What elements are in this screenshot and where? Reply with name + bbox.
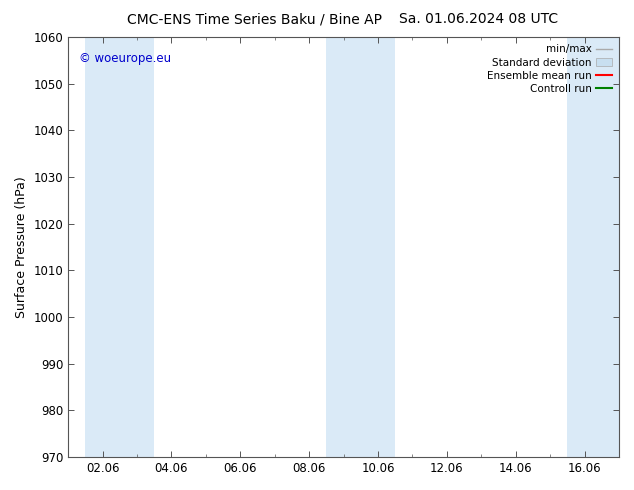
Text: © woeurope.eu: © woeurope.eu bbox=[79, 52, 171, 65]
Y-axis label: Surface Pressure (hPa): Surface Pressure (hPa) bbox=[15, 176, 28, 318]
Bar bbox=[567, 37, 619, 457]
Bar bbox=[86, 37, 154, 457]
Text: CMC-ENS Time Series Baku / Bine AP: CMC-ENS Time Series Baku / Bine AP bbox=[127, 12, 382, 26]
Bar bbox=[327, 37, 395, 457]
Text: Sa. 01.06.2024 08 UTC: Sa. 01.06.2024 08 UTC bbox=[399, 12, 559, 26]
Legend: min/max, Standard deviation, Ensemble mean run, Controll run: min/max, Standard deviation, Ensemble me… bbox=[485, 42, 614, 96]
